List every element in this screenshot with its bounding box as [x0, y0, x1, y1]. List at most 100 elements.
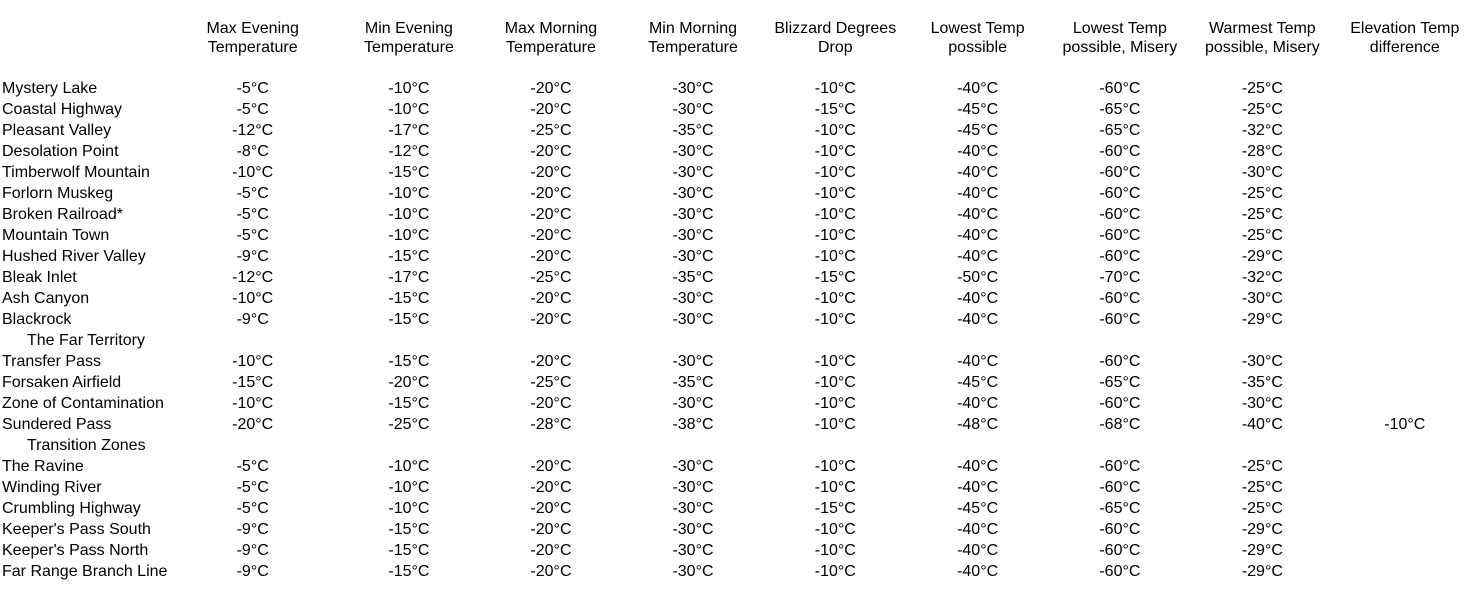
temperature-cell: -20°C: [232, 416, 274, 433]
temperature-cell: -30°C: [1241, 290, 1283, 307]
temperature-cell: -9°C: [236, 311, 269, 328]
temperature-cell: -35°C: [672, 374, 714, 391]
temperature-cell: -10°C: [814, 80, 856, 97]
temperature-cell: -28°C: [530, 416, 572, 433]
region-name: Pleasant Valley: [2, 122, 112, 139]
temperature-cell: [1334, 309, 1476, 330]
temperature-cell: -40°C: [957, 458, 999, 475]
temperature-cell: -20°C: [530, 101, 572, 118]
table-row: Hushed River Valley -9°C -15°C -20°C -30°C -1…: [0, 246, 1476, 267]
temperature-cell: -15°C: [388, 290, 430, 307]
region-name: Keeper's Pass North: [2, 542, 149, 559]
temperature-cell: -30°C: [672, 164, 714, 181]
temperature-cell: -17°C: [388, 122, 430, 139]
temperature-cell: -20°C: [530, 395, 572, 412]
temperature-cell: -10°C: [814, 164, 856, 181]
temperature-cell: -15°C: [814, 500, 856, 517]
temperature-cell: -10°C: [814, 374, 856, 391]
temperature-cell: -30°C: [1241, 395, 1283, 412]
section-row: Transition Zones: [0, 435, 1476, 456]
temperature-cell: -50°C: [957, 269, 999, 286]
temperature-cell: -40°C: [957, 479, 999, 496]
temperature-cell: -45°C: [957, 500, 999, 517]
temperature-cell: -40°C: [957, 143, 999, 160]
temperature-cell: -10°C: [814, 206, 856, 223]
temperature-cell: -25°C: [530, 122, 572, 139]
section-label: Transition Zones: [27, 437, 146, 454]
temperature-cell: -29°C: [1241, 248, 1283, 265]
region-name: Mountain Town: [2, 227, 110, 244]
temperature-cell: -10°C: [814, 521, 856, 538]
table-row: Keeper's Pass South -9°C -15°C -20°C -30°C -1…: [0, 519, 1476, 540]
temperature-cell: -60°C: [1099, 164, 1141, 181]
temperature-cell: -40°C: [957, 311, 999, 328]
temperature-cell: [1334, 540, 1476, 561]
temperature-cell: -30°C: [672, 395, 714, 412]
temperature-cell: [1334, 246, 1476, 267]
temperature-cell: -10°C: [814, 458, 856, 475]
temperature-cell: -12°C: [232, 122, 274, 139]
temperature-cell: -60°C: [1099, 521, 1141, 538]
temperature-cell: -60°C: [1099, 248, 1141, 265]
temperature-cell: [1334, 225, 1476, 246]
temperature-cell: [1334, 477, 1476, 498]
temperature-cell: -65°C: [1099, 500, 1141, 517]
temperature-cell: -60°C: [1099, 563, 1141, 580]
temperature-cell: -70°C: [1099, 269, 1141, 286]
temperature-cell: -25°C: [1241, 227, 1283, 244]
temperature-cell: -10°C: [814, 542, 856, 559]
table-row: Pleasant Valley -12°C -17°C -25°C -35°C -10°C…: [0, 120, 1476, 141]
temperature-cell: -29°C: [1241, 311, 1283, 328]
temperature-cell: -30°C: [672, 311, 714, 328]
temperature-cell: [1334, 372, 1476, 393]
header-row: Max Evening Temperature Min Evening Tempera…: [0, 19, 1476, 78]
temperature-cell: -20°C: [388, 374, 430, 391]
region-name: The Ravine: [2, 458, 84, 475]
temperature-cell: -40°C: [957, 164, 999, 181]
column-header: Min Evening Temperature: [364, 20, 454, 56]
temperature-cell: -20°C: [530, 248, 572, 265]
region-name: Mystery Lake: [2, 80, 98, 97]
temperature-cell: -12°C: [232, 269, 274, 286]
temperature-cell: -45°C: [957, 101, 999, 118]
temperature-cell: -10°C: [388, 185, 430, 202]
temperature-cell: -10°C: [814, 416, 856, 433]
temperature-cell: -10°C: [388, 227, 430, 244]
temperature-cell: -30°C: [672, 542, 714, 559]
temperature-cell: -25°C: [1241, 458, 1283, 475]
table-row: Sundered Pass -20°C -25°C -28°C -38°C -10°C -4…: [0, 414, 1476, 435]
temperature-cell: -10°C: [814, 290, 856, 307]
column-header: Max Evening Temperature: [206, 20, 299, 56]
table-row: Ash Canyon -10°C -15°C -20°C -30°C -10°C -40°C…: [0, 288, 1476, 309]
temperature-cell: -30°C: [672, 248, 714, 265]
temperature-cell: -10°C: [388, 500, 430, 517]
temperature-cell: [1334, 183, 1476, 204]
temperature-cell: -25°C: [1241, 185, 1283, 202]
temperature-cell: -40°C: [957, 227, 999, 244]
table-row: Forlorn Muskeg -5°C -10°C -20°C -30°C -10°C -4…: [0, 183, 1476, 204]
temperature-cell: -20°C: [530, 353, 572, 370]
temperature-cell: -20°C: [530, 164, 572, 181]
temperature-cell: -25°C: [1241, 206, 1283, 223]
temperature-cell: -15°C: [814, 269, 856, 286]
temperature-cell: [1334, 120, 1476, 141]
temperature-cell: -15°C: [232, 374, 274, 391]
temperature-table: Max Evening Temperature Min Evening Tempera…: [0, 19, 1476, 582]
column-header: Lowest Temp possible, Misery: [1062, 20, 1178, 56]
table-row: Keeper's Pass North -9°C -15°C -20°C -30°C -1…: [0, 540, 1476, 561]
region-name: Blackrock: [2, 311, 72, 328]
temperature-cell: -10°C: [814, 185, 856, 202]
temperature-cell: -10°C: [388, 101, 430, 118]
temperature-cell: -10°C: [814, 227, 856, 244]
temperature-cell: -60°C: [1099, 479, 1141, 496]
temperature-cell: -20°C: [530, 80, 572, 97]
temperature-cell: -10°C: [232, 395, 274, 412]
temperature-cell: -15°C: [814, 101, 856, 118]
temperature-cell: -60°C: [1099, 185, 1141, 202]
temperature-cell: -40°C: [1241, 416, 1283, 433]
temperature-cell: -30°C: [672, 290, 714, 307]
region-name: Coastal Highway: [2, 101, 123, 118]
temperature-cell: -40°C: [957, 185, 999, 202]
temperature-cell: -8°C: [236, 143, 269, 160]
temperature-cell: -30°C: [672, 227, 714, 244]
